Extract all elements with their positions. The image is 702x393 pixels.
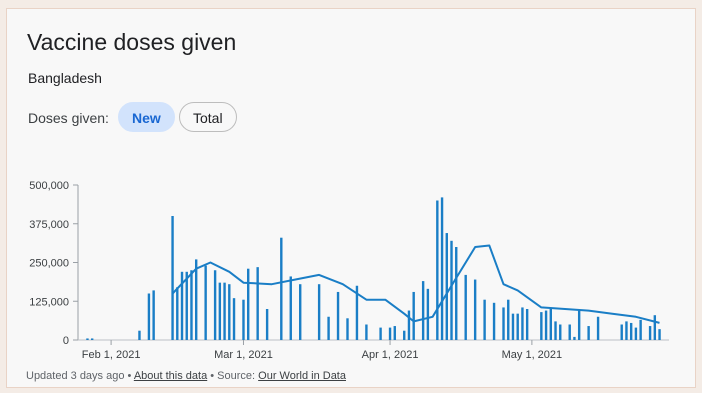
dose-bar [639, 319, 642, 340]
dose-bar [549, 309, 552, 340]
location-subtitle: Bangladesh [28, 70, 102, 86]
dose-bar [464, 274, 467, 340]
dose-bar [455, 247, 458, 340]
y-tick-label: 250,000 [29, 258, 69, 270]
dose-bar [407, 310, 411, 340]
x-tick-label: Mar 1, 2021 [214, 349, 273, 361]
source-prefix: • Source: [207, 370, 259, 382]
dose-bar [521, 307, 524, 340]
dose-bar [393, 326, 396, 340]
x-tick-label: Apr 1, 2021 [362, 349, 419, 361]
updated-text: Updated 3 days ago [26, 370, 125, 382]
dose-bar [213, 270, 217, 340]
dose-bar [559, 324, 562, 340]
dose-bar [355, 285, 359, 340]
dose-bar [483, 299, 486, 340]
dose-bar [629, 322, 633, 340]
y-tick-label: 125,000 [29, 296, 69, 308]
dose-bar [218, 282, 222, 340]
dose-bar [596, 316, 600, 340]
dose-bar [242, 299, 245, 340]
dose-bar [473, 279, 477, 340]
dose-bar [185, 271, 188, 340]
dose-bar [86, 338, 89, 340]
dose-bar [176, 287, 179, 340]
dose-bar [256, 267, 259, 340]
dose-bar [511, 313, 515, 340]
dose-bar [450, 240, 453, 340]
doses-chart: 0 125,000 250,000 375,000 500,000 Feb 1, 2021… [29, 180, 669, 361]
footer-separator: • [124, 370, 134, 382]
dose-bar [525, 309, 529, 340]
vaccine-card: Vaccine doses given Bangladesh Doses giv… [6, 8, 696, 388]
dose-bar [492, 302, 496, 340]
dose-bar [280, 237, 283, 340]
dose-bar [573, 336, 576, 340]
dose-bar [516, 313, 519, 340]
dose-bar [327, 316, 330, 340]
dose-bar [502, 307, 505, 340]
dose-bar [223, 282, 226, 340]
dose-bar [568, 324, 571, 340]
dose-bar [138, 330, 141, 340]
dose-bar [421, 281, 425, 340]
dose-bar [412, 291, 415, 340]
dose-bar [648, 326, 652, 340]
dose-bar [152, 290, 155, 340]
dose-bar [625, 321, 628, 340]
dose-bar [195, 259, 198, 340]
dose-bar [171, 216, 174, 340]
y-tick-label: 500,000 [29, 180, 69, 192]
dose-bar [204, 265, 207, 340]
dose-bar [403, 330, 406, 340]
y-tick-label: 375,000 [29, 219, 69, 231]
dose-bar [247, 268, 250, 340]
x-tick-label: May 1, 2021 [502, 349, 563, 361]
about-data-link[interactable]: About this data [133, 370, 208, 382]
dose-bar [426, 288, 430, 340]
dose-bar [365, 324, 368, 340]
card-title: Vaccine doses given [27, 29, 237, 55]
dose-bar [388, 327, 392, 340]
dose-bar [445, 233, 448, 340]
total-doses-chip[interactable]: Total [179, 102, 237, 132]
doses-given-label: Doses given: [28, 110, 109, 126]
dose-bar [436, 200, 439, 340]
dose-bar [232, 298, 236, 340]
dose-bar [634, 327, 638, 340]
dose-bar [620, 324, 623, 340]
dose-bar [180, 271, 184, 340]
dose-bar [336, 291, 340, 340]
footer: Updated 3 days ago • About this data • S… [26, 370, 346, 382]
y-tick-label: 0 [63, 335, 69, 347]
dose-bar [587, 326, 590, 340]
dose-bar [228, 284, 231, 340]
dose-bar [653, 315, 657, 340]
x-tick-label: Feb 1, 2021 [82, 349, 141, 361]
dose-bar [317, 284, 321, 340]
dose-bar [577, 310, 581, 340]
dose-bar [299, 284, 302, 340]
dose-bar [440, 197, 444, 340]
dose-bar [554, 321, 557, 340]
dose-bar [658, 329, 661, 340]
source-link[interactable]: Our World in Data [258, 370, 346, 382]
dose-bar [90, 338, 94, 340]
dose-bar [379, 327, 382, 340]
dose-bar [540, 312, 543, 340]
dose-bar [507, 299, 510, 340]
dose-bar [265, 309, 269, 340]
dose-bar [544, 310, 548, 340]
dose-bar [346, 318, 349, 340]
dose-bar [190, 270, 193, 340]
dose-bar [289, 276, 292, 340]
new-doses-chip[interactable]: New [118, 102, 175, 132]
dose-bar [147, 293, 151, 340]
average-line [171, 244, 660, 324]
